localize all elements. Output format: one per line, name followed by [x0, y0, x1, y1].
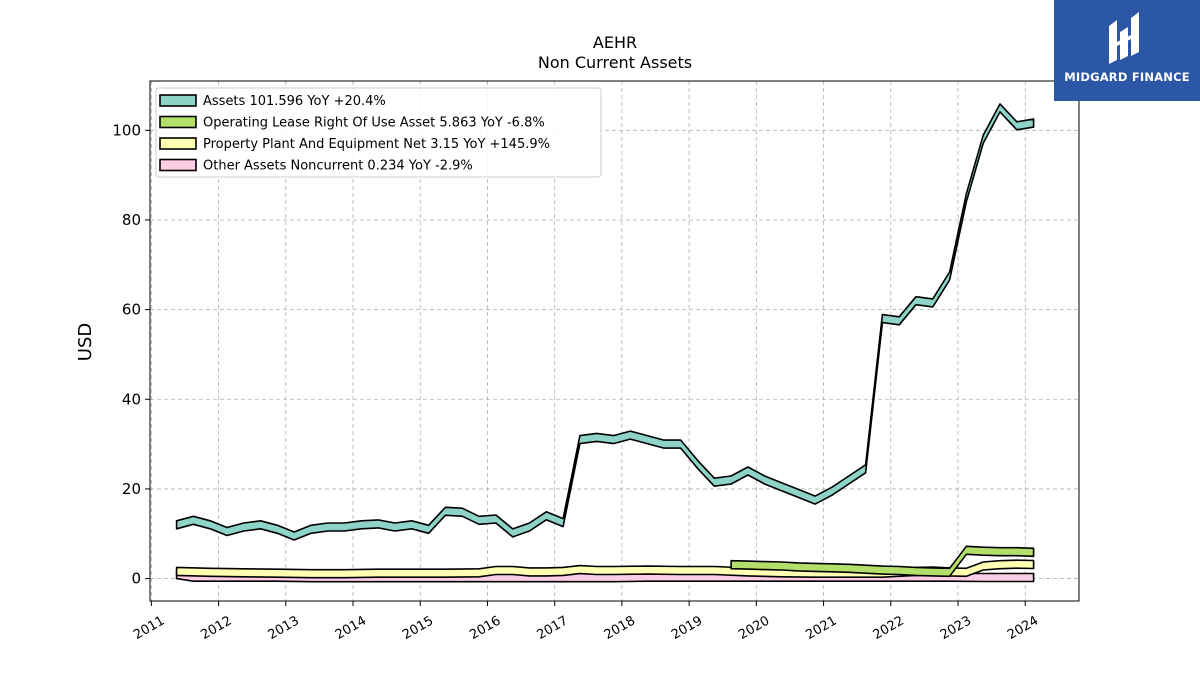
plot-series	[175, 103, 1035, 583]
y-axis-label: USD	[75, 323, 96, 361]
chart-title: AEHR	[593, 33, 637, 52]
x-tick-label-6: 2017	[535, 613, 571, 643]
series-band-1	[730, 545, 1035, 578]
chart-subtitle: Non Current Assets	[538, 53, 692, 72]
legend-label-0: Assets 101.596 YoY +20.4%	[203, 94, 386, 109]
legend-box	[155, 87, 602, 178]
series-band-0	[175, 103, 1035, 541]
legend-label-3: Other Assets Noncurrent 0.234 YoY -2.9%	[203, 159, 473, 174]
x-tick-label-4: 2015	[400, 613, 436, 643]
x-tick-label-13: 2024	[1005, 613, 1041, 643]
x-tick-label-12: 2023	[938, 613, 974, 643]
legend-swatch-2	[159, 137, 197, 150]
legend-swatch-0	[159, 94, 197, 107]
x-tick-label-7: 2018	[602, 613, 638, 643]
x-tick-label-5: 2016	[467, 613, 503, 643]
midgard-logo-icon	[1109, 12, 1139, 64]
y-tick-label-0: 0	[131, 570, 141, 588]
x-tick-label-9: 2020	[736, 613, 772, 643]
y-tick-label-1: 20	[122, 480, 141, 498]
y-tick-label-5: 100	[112, 121, 141, 139]
series-band-2	[175, 559, 1035, 579]
x-tick-label-1: 2012	[198, 613, 234, 643]
y-tick-label-4: 80	[122, 211, 141, 229]
y-tick-label-2: 40	[122, 390, 141, 408]
x-tick-label-3: 2014	[333, 613, 369, 643]
x-tick-label-2: 2013	[266, 613, 302, 643]
y-tick-label-3: 60	[122, 301, 141, 319]
brand-name: MIDGARD FINANCE	[1064, 70, 1190, 84]
x-tick-label-10: 2021	[803, 613, 839, 643]
x-tick-label-0: 2011	[131, 613, 167, 643]
plot-frame	[149, 80, 1080, 602]
legend: Assets 101.596 YoY +20.4% Operating Lease…	[155, 87, 602, 178]
legend-label-2: Property Plant And Equipment Net 3.15 Yo…	[203, 137, 550, 152]
x-tick-label-11: 2022	[871, 613, 907, 643]
y-axis-ticks: 0 20 40 60 80 100	[112, 121, 150, 588]
brand-logo: MIDGARD FINANCE	[1054, 0, 1200, 101]
x-tick-label-8: 2019	[669, 613, 705, 643]
legend-swatch-3	[159, 158, 197, 172]
legend-swatch-1	[159, 115, 197, 129]
x-axis-ticks: 2011 2012 2013 2014 2015 2016 2017 2018 2019 2020…	[131, 601, 1041, 643]
legend-label-1: Operating Lease Right Of Use Asset 5.863…	[203, 116, 545, 131]
